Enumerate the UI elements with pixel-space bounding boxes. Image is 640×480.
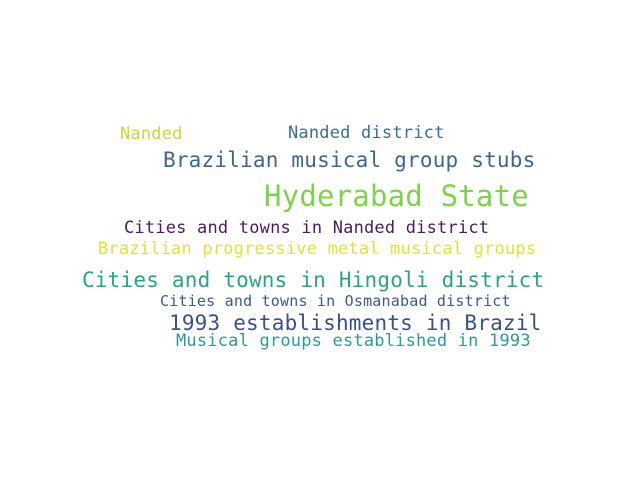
word-hyderabad-state: Hyderabad State [264, 179, 529, 213]
word-brazilian-progressive-metal: Brazilian progressive metal musical grou… [98, 239, 537, 259]
word-cities-towns-hingoli: Cities and towns in Hingoli district [82, 268, 545, 292]
word-nanded-district: Nanded district [288, 123, 445, 143]
word-musical-groups-1993: Musical groups established in 1993 [176, 331, 531, 351]
word-cities-towns-osmanabad: Cities and towns in Osmanabad district [160, 292, 511, 310]
word-1993-establishments-brazil: 1993 establishments in Brazil [169, 311, 542, 335]
word-cities-towns-nanded: Cities and towns in Nanded district [124, 218, 490, 238]
word-nanded: Nanded [120, 124, 183, 144]
word-brazilian-musical-group-stubs: Brazilian musical group stubs [163, 148, 536, 172]
